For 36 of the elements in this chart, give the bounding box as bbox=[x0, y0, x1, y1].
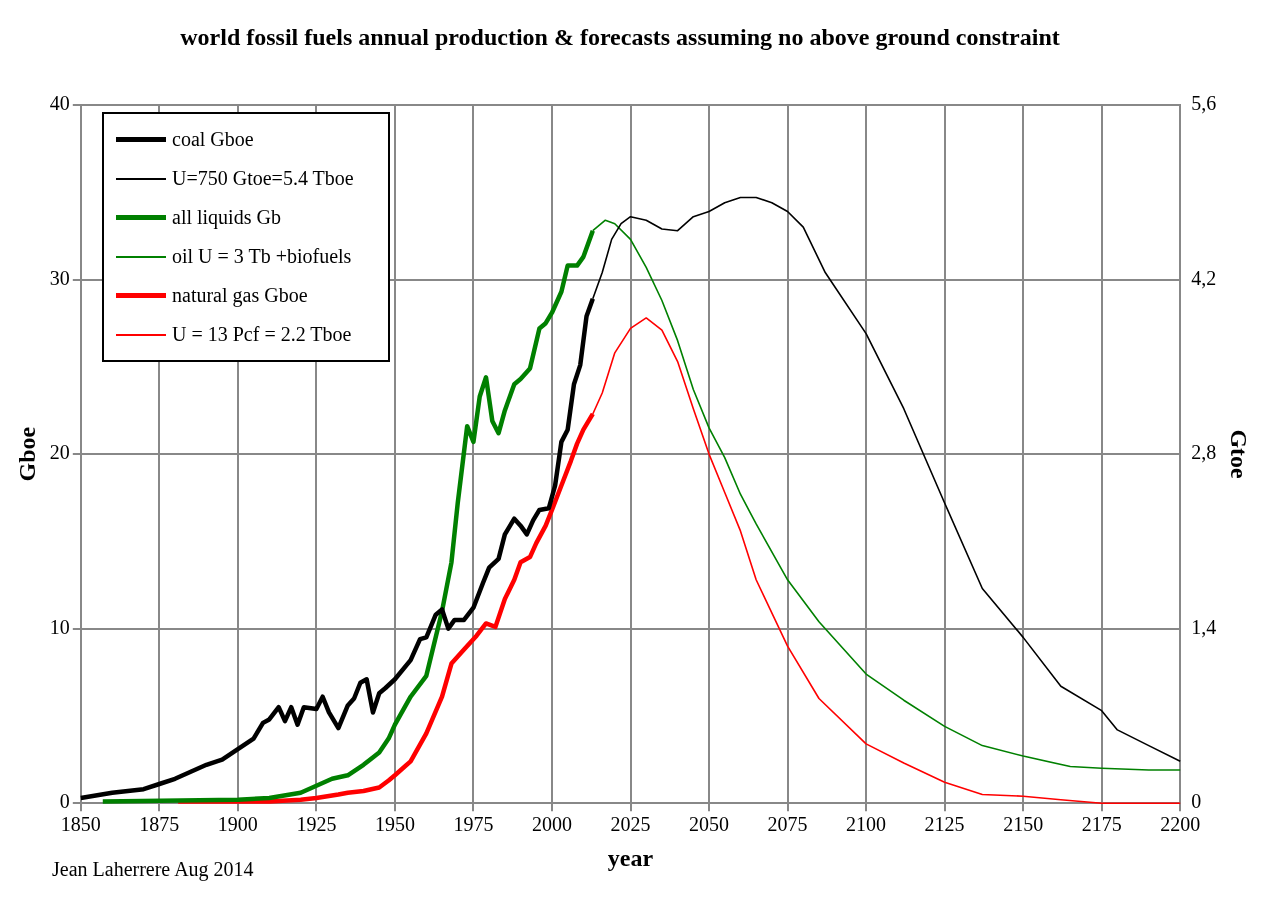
y-tick-label: 0 bbox=[59, 790, 70, 813]
x-tick-label: 1975 bbox=[453, 813, 494, 836]
legend-label: natural gas Gboe bbox=[172, 284, 308, 307]
legend-label: all liquids Gb bbox=[172, 206, 281, 229]
x-tick-label: 2125 bbox=[924, 813, 965, 836]
y2-tick-label: 5,6 bbox=[1191, 92, 1217, 115]
y2-tick-label: 4,2 bbox=[1191, 266, 1217, 289]
x-tick-label: 1850 bbox=[60, 813, 101, 836]
x-tick-label: 2025 bbox=[610, 813, 651, 836]
y2-tick-label: 2,8 bbox=[1191, 441, 1217, 464]
x-tick-label: 1950 bbox=[374, 813, 415, 836]
y-tick-label: 30 bbox=[49, 266, 70, 289]
x-axis-title: year bbox=[607, 844, 654, 871]
x-tick-label: 2000 bbox=[531, 813, 572, 836]
y2-tick-label: 1,4 bbox=[1191, 615, 1217, 638]
x-tick-label: 2175 bbox=[1081, 813, 1122, 836]
legend-label: U = 13 Pcf = 2.2 Tboe bbox=[172, 323, 352, 346]
x-tick-label: 2075 bbox=[767, 813, 808, 836]
x-tick-label: 1875 bbox=[139, 813, 180, 836]
y-tick-label: 40 bbox=[49, 92, 70, 115]
x-tick-label: 2050 bbox=[689, 813, 730, 836]
y2-tick-label: 0 bbox=[1191, 790, 1202, 813]
text: Jean Laherrere Aug 2014 bbox=[52, 858, 254, 881]
x-tick-label: 2200 bbox=[1160, 813, 1201, 836]
y-tick-label: 10 bbox=[49, 615, 70, 638]
legend-label: U=750 Gtoe=5.4 Tboe bbox=[172, 167, 354, 190]
y-axis-title: Gboe bbox=[13, 426, 40, 482]
legend-label: oil U = 3 Tb +biofuels bbox=[172, 245, 352, 268]
y2-axis-title: Gtoe bbox=[1226, 429, 1253, 480]
x-tick-label: 2100 bbox=[846, 813, 887, 836]
x-tick-label: 1900 bbox=[217, 813, 258, 836]
legend-label: coal Gboe bbox=[172, 128, 254, 151]
chart-title: world fossil fuels annual production & forecasts assuming no above ground constraint bbox=[179, 23, 1061, 52]
x-tick-label: 2150 bbox=[1003, 813, 1044, 836]
y-tick-label: 20 bbox=[49, 441, 70, 464]
x-tick-label: 1925 bbox=[296, 813, 337, 836]
